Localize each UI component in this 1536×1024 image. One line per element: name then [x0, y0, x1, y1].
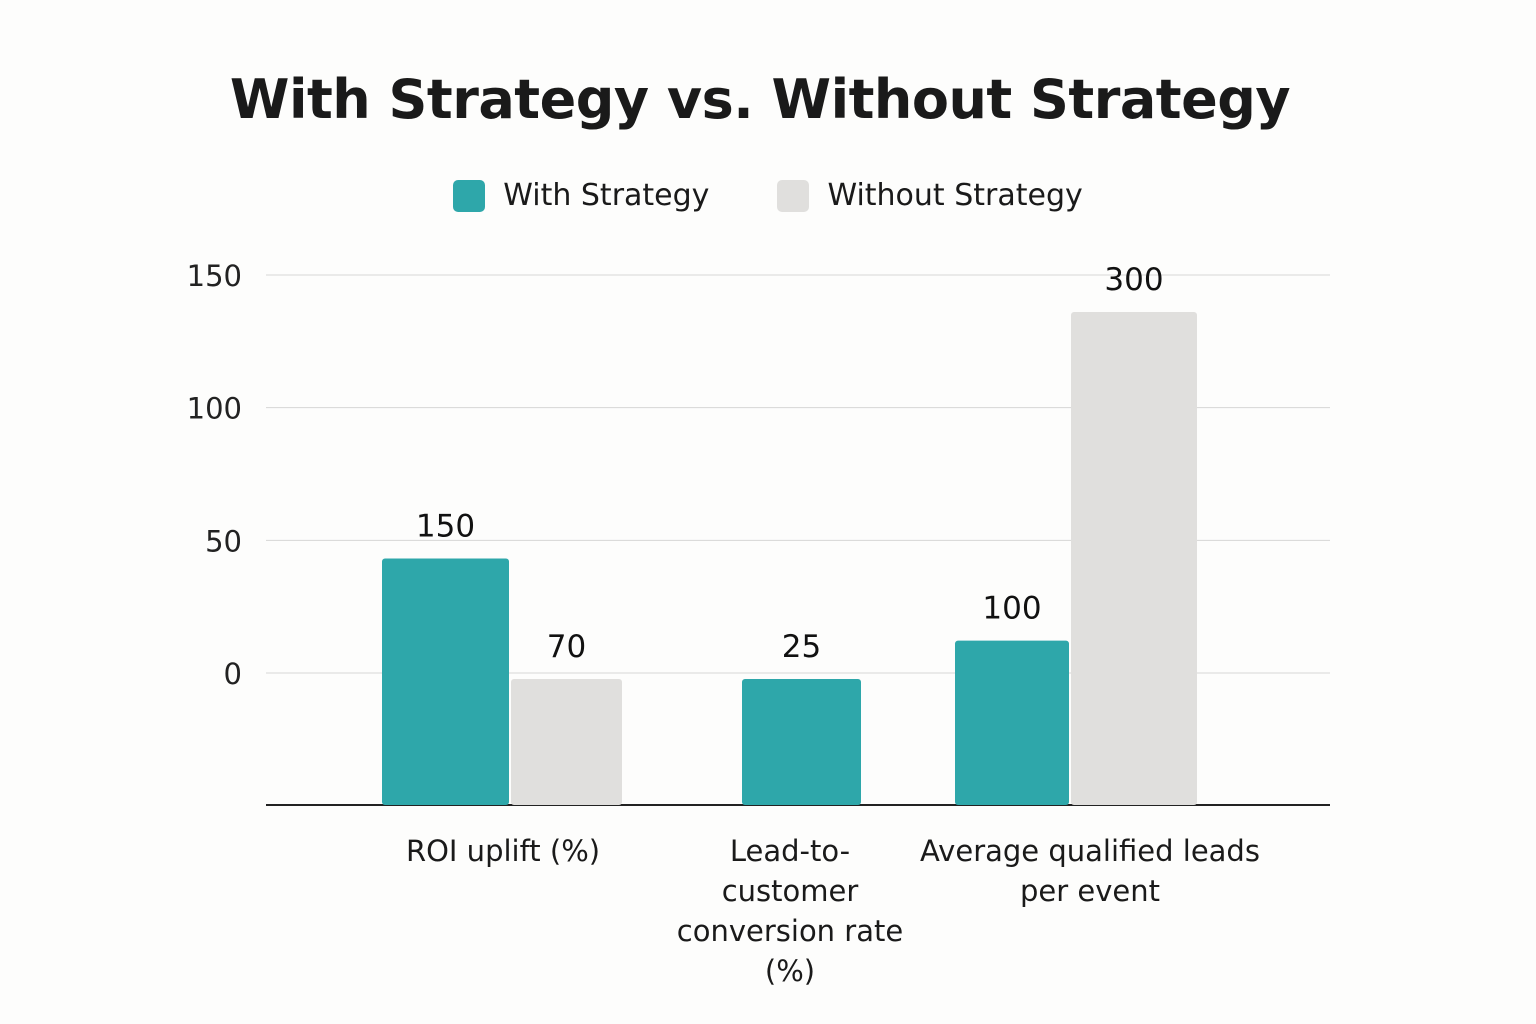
chart-title: With Strategy vs. Without Strategy: [229, 68, 1291, 131]
bar: [382, 558, 509, 805]
legend-item-with-strategy: With Strategy: [453, 178, 709, 213]
x-tick-label-line: customer: [721, 874, 859, 908]
legend-label: With Strategy: [503, 178, 710, 213]
data-label: 70: [547, 629, 586, 665]
legend-swatch: [453, 179, 486, 212]
x-tick-label-line: (%): [764, 954, 816, 988]
data-label: 25: [782, 629, 821, 665]
y-tick-label: 100: [187, 392, 242, 426]
bar: [742, 679, 861, 805]
y-tick-label: 0: [224, 657, 242, 691]
legend-item-without-strategy: Without Strategy: [777, 178, 1083, 213]
y-tick-label: 150: [187, 259, 242, 293]
legend: With Strategy Without Strategy: [0, 178, 1536, 213]
bar: [955, 640, 1069, 805]
y-tick-label: 50: [205, 524, 242, 558]
data-label: 150: [416, 509, 475, 545]
legend-label: Without Strategy: [827, 178, 1083, 213]
x-tick-label: Lead-to-customer conversion rate (%): [590, 831, 990, 991]
x-tick-label-line: conversion rate: [676, 914, 904, 948]
legend-swatch: [777, 179, 810, 212]
x-tick-label-line: Lead-to-: [729, 834, 851, 868]
data-label: 300: [1104, 262, 1163, 298]
x-tick-label-line: Average qualified leads: [920, 834, 1260, 868]
x-tick-label-line: per event: [1020, 874, 1160, 908]
x-tick-label-line: ROI uplift (%): [405, 834, 601, 868]
x-tick-label: Average qualified leads per event: [890, 831, 1290, 911]
bar: [511, 679, 622, 805]
bar: [1071, 312, 1197, 805]
data-label: 100: [982, 591, 1041, 627]
x-tick-label: ROI uplift (%): [303, 831, 703, 871]
